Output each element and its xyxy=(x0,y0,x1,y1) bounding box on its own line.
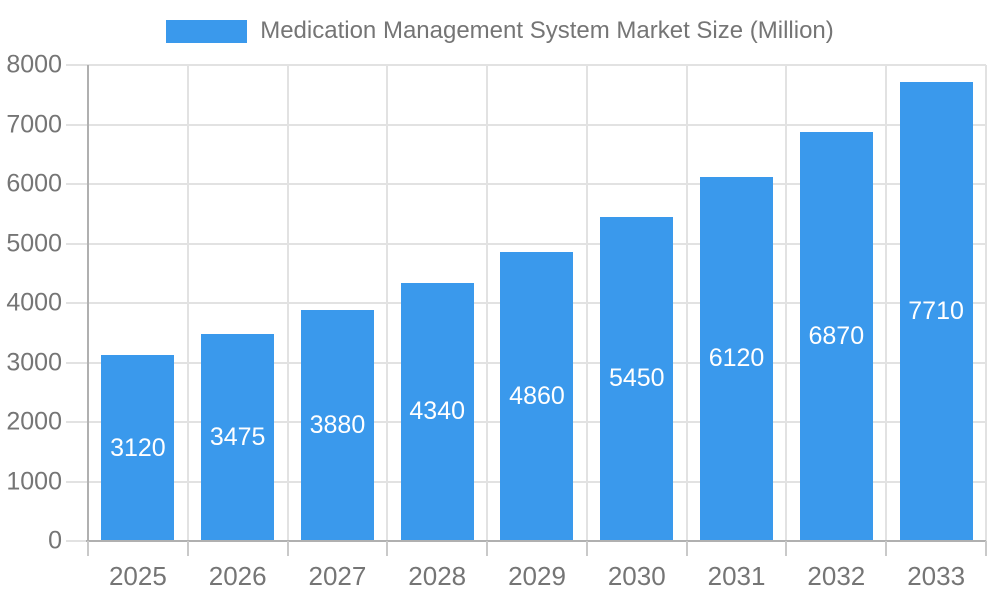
bars-layer: 3120 3475 3880 4340 4860 5450 6120 6870 7710 xyxy=(88,65,986,541)
x-axis-line xyxy=(86,540,986,542)
x-tick xyxy=(186,541,189,556)
plot-area: 3120 3475 3880 4340 4860 5450 6120 6870 7710 0 10… xyxy=(6,51,987,591)
gridline-v xyxy=(985,65,987,541)
x-tick xyxy=(386,541,389,556)
bar-2025[interactable]: 3120 xyxy=(101,355,175,541)
bar-value-label: 6870 xyxy=(808,322,865,351)
axis-labels-layer: 0 1000 2000 3000 4000 5000 6000 7000 8000 2025 202… xyxy=(6,51,987,591)
y-axis-line xyxy=(87,65,89,556)
legend-swatch-icon xyxy=(166,19,248,43)
x-axis-label: 2025 xyxy=(108,561,167,591)
x-tick xyxy=(585,541,588,556)
y-axis-tick-label: 7000 xyxy=(6,110,62,138)
x-axis-label: 2030 xyxy=(607,561,666,591)
gridline-h xyxy=(66,64,986,66)
gridline-v xyxy=(186,65,189,541)
bar-2032[interactable]: 6870 xyxy=(799,132,873,541)
bar-slot: 4860 xyxy=(487,65,587,541)
y-axis-tick-label: 5000 xyxy=(6,229,62,257)
x-axis-label: 2027 xyxy=(308,561,367,591)
x-tick xyxy=(685,541,688,556)
x-axis-label: 2033 xyxy=(907,561,966,591)
legend-label: Medication Management System Market Size… xyxy=(260,17,834,44)
bar-2027[interactable]: 3880 xyxy=(300,310,374,541)
bar-2031[interactable]: 6120 xyxy=(700,176,774,541)
x-tick xyxy=(486,541,489,556)
bar-2033[interactable]: 7710 xyxy=(899,82,973,541)
gridline-v xyxy=(785,65,788,541)
x-tick xyxy=(286,541,289,556)
bar-value-label: 4860 xyxy=(509,381,565,410)
gridline-v xyxy=(486,65,489,541)
x-axis-label: 2032 xyxy=(807,561,866,591)
x-axis-label: 2031 xyxy=(707,561,766,591)
bar-2029[interactable]: 4860 xyxy=(500,251,574,541)
bar-slot: 6120 xyxy=(687,65,787,541)
x-tick xyxy=(87,541,89,556)
x-tick xyxy=(885,541,888,556)
gridline-v xyxy=(585,65,588,541)
gridline-h xyxy=(66,183,986,185)
gridline-v xyxy=(386,65,389,541)
gridline-h xyxy=(66,242,986,245)
bar-slot: 3880 xyxy=(288,65,388,541)
y-axis-tick-label: 6000 xyxy=(6,169,62,198)
y-axis-tick-label: 0 xyxy=(48,526,62,555)
bar-value-label: 4340 xyxy=(409,397,466,426)
gridline-v xyxy=(685,65,688,541)
legend[interactable]: Medication Management System Market Size… xyxy=(0,17,1000,45)
y-axis-tick-label: 1000 xyxy=(6,467,62,495)
y-axis-tick-label: 2000 xyxy=(6,407,62,436)
bar-slot: 7710 xyxy=(886,65,986,541)
bar-slot: 3120 xyxy=(88,65,188,541)
bar-slot: 4340 xyxy=(387,65,487,541)
bar-slot: 5450 xyxy=(587,65,687,541)
bar-value-label: 5450 xyxy=(608,364,665,393)
x-tick xyxy=(785,541,788,556)
x-axis-label: 2028 xyxy=(408,561,467,591)
x-axis-label: 2026 xyxy=(208,561,267,591)
bar-value-label: 3475 xyxy=(209,423,266,452)
bar-value-label: 3880 xyxy=(309,411,366,440)
y-axis-tick-label: 4000 xyxy=(6,288,62,317)
bar-value-label: 7710 xyxy=(908,297,964,326)
bar-value-label: 6120 xyxy=(708,344,765,373)
bar-2030[interactable]: 5450 xyxy=(600,216,674,541)
gridline-h xyxy=(66,123,986,126)
bar-slot: 3475 xyxy=(188,65,288,541)
bar-2026[interactable]: 3475 xyxy=(201,334,275,541)
x-axis-label: 2029 xyxy=(508,561,566,591)
y-axis-tick-label: 8000 xyxy=(6,50,62,79)
x-tick xyxy=(985,541,987,556)
bar-value-label: 3120 xyxy=(110,433,166,462)
gridline-v xyxy=(885,65,888,541)
bar-slot: 6870 xyxy=(786,65,886,541)
y-axis-tick-label: 3000 xyxy=(6,348,62,376)
bar-2028[interactable]: 4340 xyxy=(400,282,474,541)
gridline-v xyxy=(286,65,289,541)
